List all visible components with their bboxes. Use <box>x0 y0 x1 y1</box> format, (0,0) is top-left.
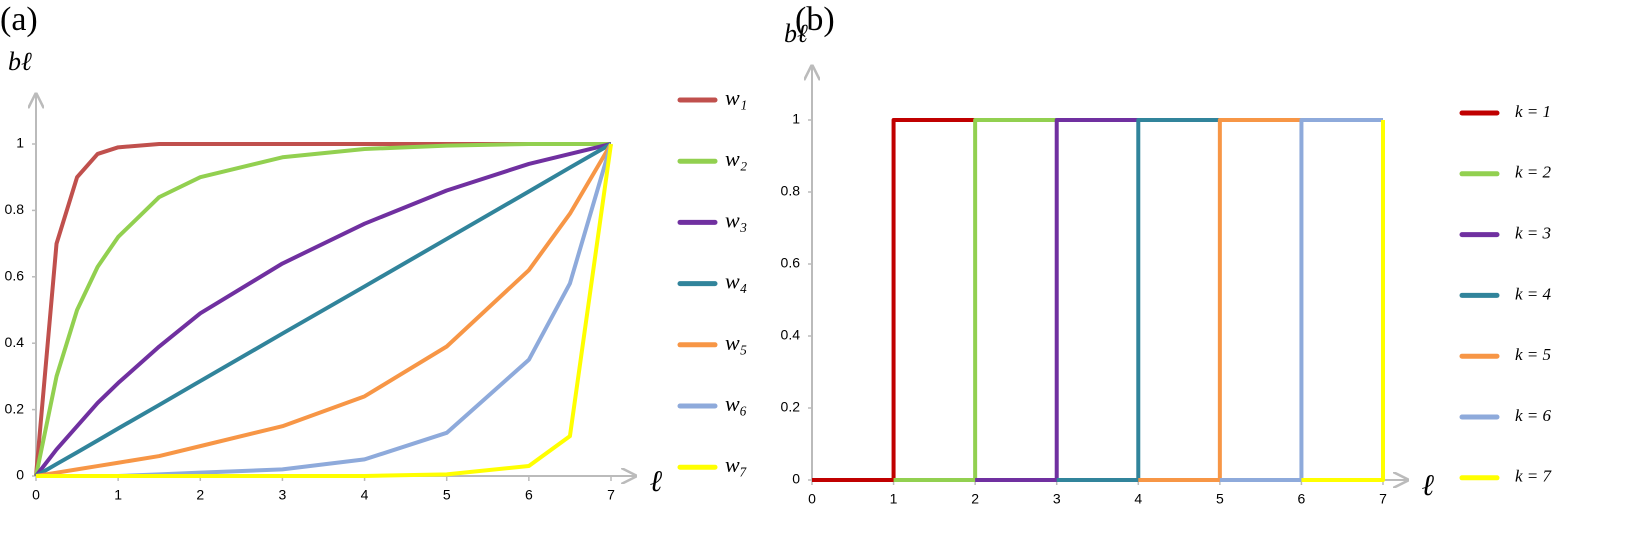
legend-label: k = 6 <box>1515 406 1552 425</box>
x-tick-label: 4 <box>361 487 369 503</box>
panel-title: (a) <box>0 1 38 38</box>
panel-title: (b) <box>795 1 835 38</box>
y-axis-label: bℓ <box>784 19 808 48</box>
legend-label: k = 5 <box>1515 345 1551 364</box>
y-tick-label: 0.6 <box>5 268 25 284</box>
x-tick-label: 5 <box>443 487 451 503</box>
x-tick-label: 2 <box>971 491 979 507</box>
legend-label: w₆ <box>725 391 747 416</box>
series-line <box>812 118 976 482</box>
x-tick-label: 0 <box>32 487 40 503</box>
x-axis-label: ℓ <box>650 465 663 498</box>
series-line <box>975 118 1139 482</box>
series-line <box>36 143 613 478</box>
series-line <box>34 142 612 478</box>
legend-label: k = 2 <box>1515 163 1552 182</box>
x-tick-label: 2 <box>196 487 204 503</box>
series-line <box>1219 118 1383 482</box>
x-tick-label: 3 <box>279 487 287 503</box>
series-line <box>35 142 613 478</box>
legend-label: k = 1 <box>1515 102 1551 121</box>
y-axis-label: bℓ <box>8 47 32 76</box>
y-tick-label: 0.2 <box>781 399 801 415</box>
series-line <box>1138 118 1302 482</box>
series-line <box>34 142 611 477</box>
x-tick-label: 6 <box>525 487 533 503</box>
series-line <box>1056 118 1220 482</box>
x-tick-label: 5 <box>1216 491 1224 507</box>
legend-label: w₂ <box>725 146 748 171</box>
legend-label: k = 4 <box>1515 284 1552 303</box>
y-tick-label: 0.6 <box>781 255 801 271</box>
y-tick-label: 0.2 <box>5 400 25 416</box>
y-tick-label: 0 <box>792 471 800 487</box>
x-axis-label: ℓ <box>1421 469 1434 502</box>
series-line <box>1301 120 1385 482</box>
x-tick-label: 4 <box>1134 491 1142 507</box>
x-tick-label: 1 <box>890 491 898 507</box>
x-tick-label: 0 <box>808 491 816 507</box>
legend-label: w₄ <box>725 269 747 294</box>
x-tick-label: 7 <box>1379 491 1387 507</box>
legend-label: w₁ <box>725 85 747 110</box>
legend-label: k = 3 <box>1515 224 1551 243</box>
x-tick-label: 1 <box>114 487 122 503</box>
y-tick-label: 0.8 <box>781 183 801 199</box>
y-tick-label: 0.4 <box>781 327 801 343</box>
y-tick-label: 0.8 <box>5 201 25 217</box>
y-tick-label: 1 <box>16 135 24 151</box>
series-line <box>34 142 612 478</box>
series-line <box>893 118 1057 482</box>
x-tick-label: 3 <box>1053 491 1061 507</box>
y-tick-label: 1 <box>792 111 800 127</box>
x-tick-label: 6 <box>1298 491 1306 507</box>
legend-label: w₇ <box>725 452 747 477</box>
y-tick-label: 0 <box>16 467 24 483</box>
legend-label: w₃ <box>725 207 747 232</box>
x-tick-label: 7 <box>607 487 615 503</box>
legend-label: k = 7 <box>1515 467 1553 486</box>
legend-label: w₅ <box>725 330 747 355</box>
y-tick-label: 0.4 <box>5 334 25 350</box>
